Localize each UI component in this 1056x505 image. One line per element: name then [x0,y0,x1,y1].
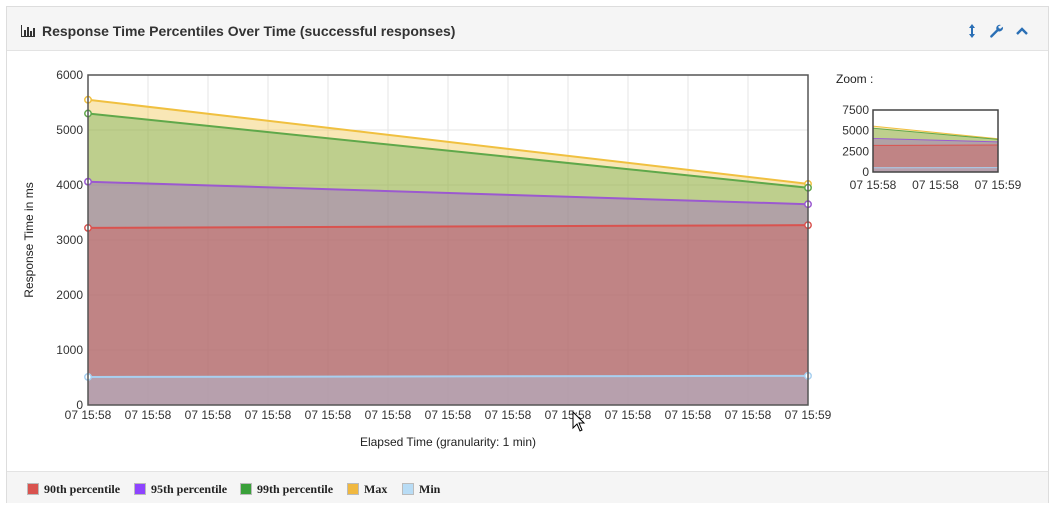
y-tick-label: 4000 [56,178,83,192]
y-tick-label: 0 [76,398,83,412]
line-90th-percentile [87,224,809,229]
chart-area: 0 1000 2000 3000 4000 5000 6000 07 15:58 07 15:5… [7,52,1048,470]
zoom-line [872,125,999,140]
legend-swatch [402,483,414,495]
zoom-x-tick-label: 07 15:58 [850,178,897,192]
zoom-y-tick-label: 5000 [842,124,869,138]
y-axis-title: Response Time in ms [22,182,36,297]
legend: 90th percentile 95th percentile 99th perce… [7,471,1048,503]
zoom-area [873,126,998,172]
y-tick-label: 6000 [56,68,83,82]
line-min [87,374,809,378]
zoom-x-tick-label: 07 15:58 [912,178,959,192]
x-tick-label: 07 15:58 [305,408,352,422]
zoom-x-tick-label: 07 15:59 [975,178,1022,192]
legend-swatch [347,483,359,495]
legend-item-90th-percentile[interactable]: 90th percentile [27,482,120,496]
legend-item-max[interactable]: Max [347,482,387,496]
area-90th-percentile [88,225,808,405]
legend-item-99th-percentile[interactable]: 99th percentile [240,482,333,496]
x-tick-label: 07 15:58 [545,408,592,422]
legend-item-min[interactable]: Min [402,482,440,496]
zoom-y-tick-label: 2500 [842,144,869,158]
panel-title: Response Time Percentiles Over Time (suc… [42,23,456,39]
area-min [88,375,808,405]
x-tick-label: 07 15:58 [605,408,652,422]
chart-bar-icon [21,25,35,37]
zoom-frame[interactable] [872,109,999,173]
zoom-area [873,138,998,172]
x-tick-label: 07 15:58 [725,408,772,422]
x-tick-label: 07 15:58 [185,408,232,422]
legend-label: Min [419,481,441,496]
legend-label: Max [364,481,388,496]
x-axis-title: Elapsed Time (granularity: 1 min) [360,435,536,449]
legend-item-95th-percentile[interactable]: 95th percentile [134,482,227,496]
area-max [88,99,808,405]
resize-vertical-icon[interactable] [964,23,980,39]
zoom-y-tick-label: 7500 [842,103,869,117]
legend-label: 90th percentile [44,481,121,496]
x-tick-label: 07 15:58 [485,408,532,422]
legend-swatch [27,483,39,495]
line-max [87,98,809,185]
x-tick-label: 07 15:58 [665,408,712,422]
line-95th-percentile [87,180,809,206]
line-99th-percentile [87,112,809,189]
x-tick-label: 07 15:59 [785,408,832,422]
zoom-line [872,137,999,143]
legend-label: 95th percentile [151,481,228,496]
y-tick-label: 1000 [56,343,83,357]
x-tick-label: 07 15:58 [125,408,172,422]
x-tick-label: 07 15:58 [425,408,472,422]
wrench-icon[interactable] [988,23,1004,39]
legend-swatch [134,483,146,495]
x-tick-label: 07 15:58 [365,408,412,422]
chevron-up-icon[interactable] [1014,23,1030,39]
mouse-cursor-icon [572,410,586,432]
zoom-area [873,167,998,172]
panel-header: Response Time Percentiles Over Time (suc… [7,7,1048,51]
y-tick-label: 3000 [56,233,83,247]
y-tick-label: 2000 [56,288,83,302]
zoom-line [872,127,999,140]
response-time-chart[interactable]: 0 1000 2000 3000 4000 5000 6000 07 15:58 07 15:5… [7,52,1048,470]
legend-label: 99th percentile [257,481,334,496]
x-tick-label: 07 15:58 [245,408,292,422]
x-tick-label: 07 15:58 [65,408,112,422]
zoom-y-tick-label: 0 [862,165,869,179]
zoom-label: Zoom : [836,72,873,86]
plot-frame [87,74,809,406]
zoom-area [873,144,998,172]
area-95th-percentile [88,181,808,405]
chart-panel: Response Time Percentiles Over Time (suc… [6,6,1049,503]
legend-swatch [240,483,252,495]
y-tick-label: 5000 [56,123,83,137]
